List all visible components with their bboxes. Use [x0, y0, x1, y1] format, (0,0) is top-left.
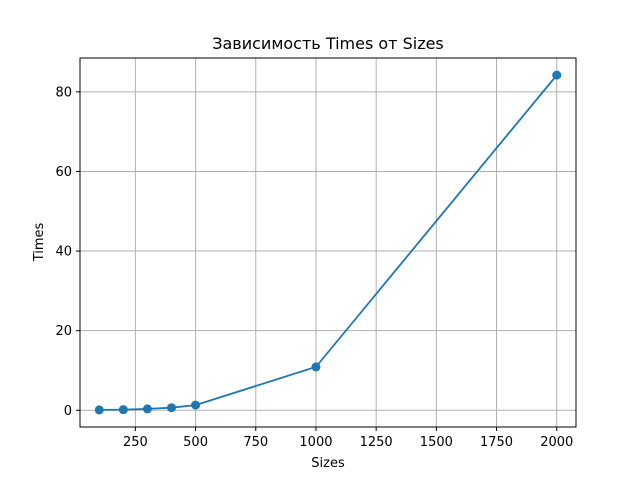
x-tick-label: 500 — [183, 435, 208, 450]
x-axis-label: Sizes — [311, 456, 345, 471]
data-point — [142, 404, 152, 414]
series-group — [94, 70, 562, 415]
plot-area: 250 500 750 1000 1250 1500 1750 2000 0 20 40 60 80 — [55, 57, 577, 450]
data-point — [118, 405, 128, 415]
data-point — [94, 405, 104, 415]
x-tick-label: 1000 — [299, 435, 332, 450]
y-axis-label: Times — [32, 222, 47, 262]
x-tick-label: 1750 — [480, 435, 513, 450]
x-tick-label: 2000 — [540, 435, 573, 450]
x-tick-label: 750 — [243, 435, 268, 450]
chart-title: Зависимость Times от Sizes — [212, 34, 444, 53]
data-point — [311, 362, 321, 372]
data-point — [166, 403, 176, 413]
y-tick-label: 0 — [64, 404, 72, 419]
y-tick-label: 60 — [55, 165, 72, 180]
axes-frame — [79, 57, 577, 428]
x-tick-label: 250 — [123, 435, 148, 450]
y-axis-ticks: 0 20 40 60 80 — [55, 85, 80, 419]
x-axis-ticks: 250 500 750 1000 1250 1500 1750 2000 — [123, 427, 573, 450]
x-tick-label: 1500 — [420, 435, 453, 450]
x-tick-label: 1250 — [360, 435, 393, 450]
y-tick-label: 80 — [55, 85, 72, 100]
data-point — [552, 70, 562, 80]
y-tick-label: 40 — [55, 245, 72, 260]
data-point — [191, 400, 201, 410]
grid — [80, 58, 576, 427]
y-tick-label: 20 — [55, 324, 72, 339]
